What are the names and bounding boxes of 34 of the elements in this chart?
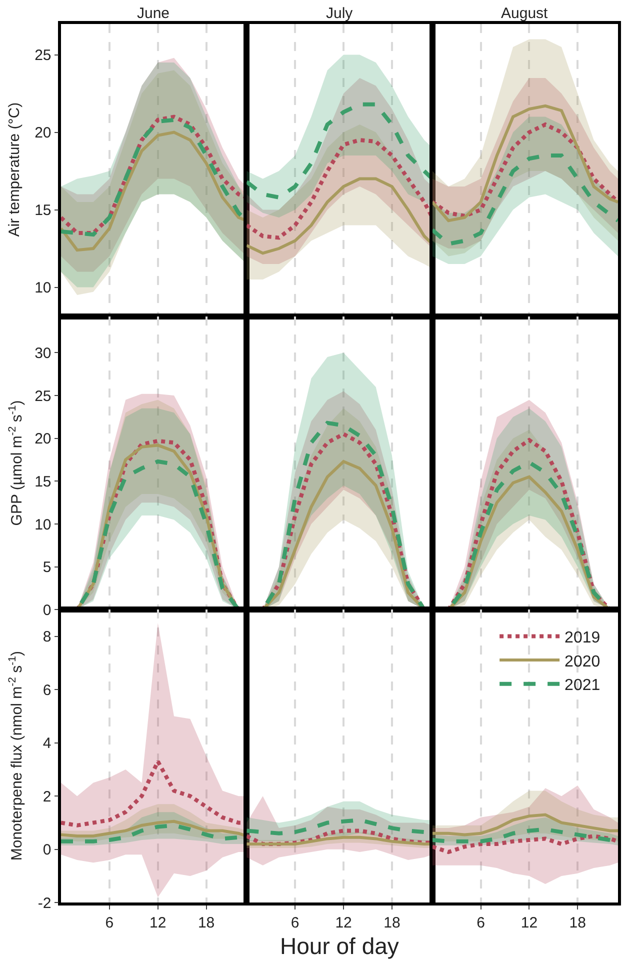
y-axis-title: Air temperature (°C) [6, 102, 24, 237]
x-tick-label: 18 [384, 914, 400, 932]
x-axis-title: Hour of day [280, 933, 400, 959]
x-tick-label: 18 [569, 914, 586, 932]
y-tick-label: 20 [34, 430, 52, 448]
chart-title: June [137, 5, 170, 22]
y-tick-label: -2 [38, 894, 52, 912]
x-tick-label: 6 [105, 914, 114, 932]
y-tick-label: 5 [42, 559, 52, 576]
x-tick-label: 6 [476, 914, 485, 932]
legend-label: 2019 [564, 630, 600, 646]
legend-label: 2020 [564, 653, 600, 670]
y-tick-label: 10 [34, 516, 52, 534]
x-tick-label: 6 [290, 914, 300, 932]
x-tick-label: 12 [150, 914, 166, 932]
y-tick-label: 15 [34, 202, 52, 220]
chart-title: July [326, 5, 354, 22]
y-tick-label: 25 [34, 388, 52, 405]
legend-label: 2021 [564, 677, 600, 694]
y-tick-label: 30 [34, 344, 52, 362]
y-tick-label: 10 [34, 280, 52, 297]
y-tick-label: 4 [42, 735, 52, 752]
x-tick-label: 12 [335, 914, 352, 932]
x-tick-label: 18 [198, 914, 215, 932]
y-tick-label: 0 [42, 602, 52, 619]
y-tick-label: 15 [34, 473, 52, 490]
chart-title: August [501, 5, 549, 22]
x-tick-label: 12 [520, 914, 538, 932]
y-tick-label: 2 [42, 788, 52, 806]
y-tick-label: 8 [42, 628, 52, 646]
y-tick-label: 0 [42, 842, 52, 859]
y-tick-label: 6 [42, 682, 52, 699]
y-tick-label: 20 [34, 124, 52, 142]
y-tick-label: 25 [34, 47, 52, 64]
